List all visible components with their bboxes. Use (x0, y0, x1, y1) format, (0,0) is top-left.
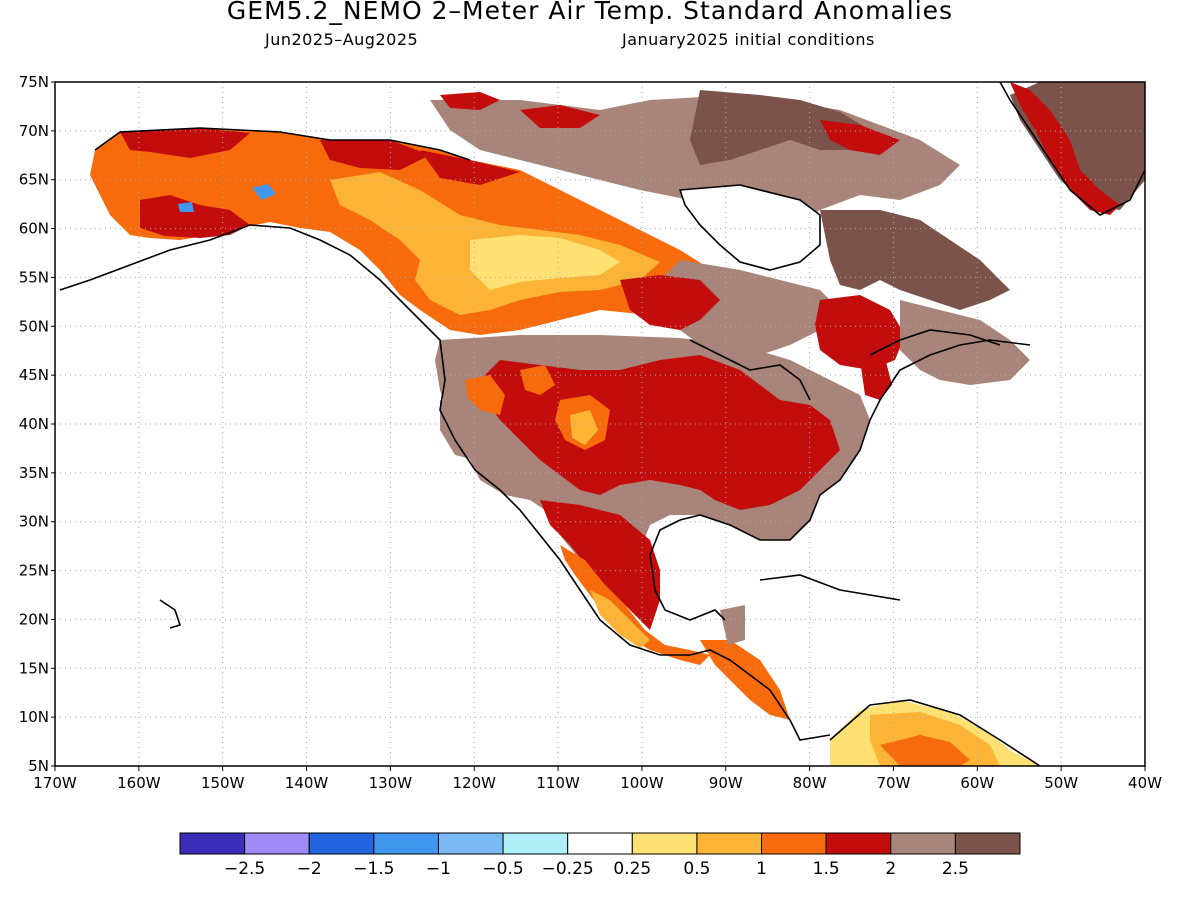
lat-label-60N: 60N (19, 220, 49, 238)
anomaly-region-east-canada-brown (900, 300, 1030, 385)
lat-label-50N: 50N (19, 317, 49, 335)
legend-swatch (567, 832, 633, 855)
lon-label-140W: 140W (285, 774, 329, 792)
legend-label: −1.5 (353, 859, 394, 879)
anomaly-region-usa-red (480, 355, 892, 510)
legend-swatch (373, 832, 439, 855)
legend-swatch (954, 832, 1021, 855)
legend-swatch (437, 832, 504, 855)
legend-swatch (308, 832, 375, 855)
lat-label-40N: 40N (19, 415, 49, 433)
lat-label-15N: 15N (19, 659, 49, 677)
legend-label: 2.5 (942, 859, 969, 879)
legend-label: −1 (426, 859, 451, 879)
legend-swatch (696, 832, 763, 855)
legend-swatch (761, 832, 827, 855)
lat-label-20N: 20N (19, 610, 49, 628)
lon-label-170W: 170W (33, 774, 77, 792)
anomaly-region-hudson-red (620, 275, 905, 370)
anomaly-region-canada-lightyellow (470, 235, 620, 290)
lat-label-70N: 70N (19, 122, 49, 140)
anomaly-region-alaska-blue (178, 184, 276, 212)
lat-label-55N: 55N (19, 268, 49, 286)
legend-label: −2.5 (224, 859, 265, 879)
lon-label-40W: 40W (1128, 774, 1162, 792)
longitude-axis: 170W 160W 150W 140W 130W 120W 110W 100W 90W 80W 70… (33, 766, 1162, 792)
legend-swatch (890, 832, 956, 855)
lon-label-110W: 110W (536, 774, 580, 792)
lat-label-35N: 35N (19, 464, 49, 482)
legend-label: −2 (297, 859, 322, 879)
legend-label: 1 (756, 859, 767, 879)
legend-label: 2 (885, 859, 896, 879)
forecast-period: Jun2025–Aug2025 (265, 30, 419, 49)
map-title: GEM5.2_NEMO 2–Meter Air Temp. Standard A… (226, 0, 954, 25)
lat-label-75N: 75N (19, 73, 49, 91)
anomaly-region-south-america-darkorange (880, 735, 970, 766)
lon-label-130W: 130W (369, 774, 413, 792)
color-legend: −2.5 −2 −1.5 −1 −0.5 −0.25 0.25 0.5 1 1.5 2 2.5 (179, 832, 1021, 879)
lat-label-25N: 25N (19, 562, 49, 580)
lon-label-90W: 90W (709, 774, 743, 792)
lon-label-80W: 80W (793, 774, 827, 792)
lat-label-10N: 10N (19, 708, 49, 726)
legend-label: −0.5 (482, 859, 523, 879)
latitude-axis: 75N 70N 65N 60N 55N 50N 45N 40N 35N 30N 25N 20N 15N 1… (19, 73, 55, 775)
lon-label-60W: 60W (960, 774, 994, 792)
coastlines (59, 82, 1145, 766)
legend-label: 0.5 (683, 859, 710, 879)
anomaly-fields (90, 82, 1145, 766)
legend-swatch (631, 832, 698, 855)
lat-label-45N: 45N (19, 366, 49, 384)
lat-label-65N: 65N (19, 171, 49, 189)
legend-label: 1.5 (813, 859, 840, 879)
legend-label: −0.25 (542, 859, 594, 879)
anomaly-region-central-america (700, 640, 790, 720)
gridlines (55, 82, 1145, 766)
anomaly-region-alaska-red (120, 128, 520, 238)
anomaly-region-mexico-red (540, 500, 660, 630)
anomaly-region-arctic-darkbrown (690, 82, 1145, 310)
lon-label-70W: 70W (877, 774, 911, 792)
legend-swatch (502, 832, 569, 855)
anomaly-region-central-america-brown (720, 605, 745, 645)
legend-label: 0.25 (613, 859, 651, 879)
lon-label-120W: 120W (452, 774, 496, 792)
legend-swatch (825, 832, 892, 855)
lat-label-5N: 5N (28, 757, 49, 775)
lat-label-30N: 30N (19, 513, 49, 531)
legend-swatch (244, 832, 310, 855)
lon-label-150W: 150W (201, 774, 245, 792)
anomaly-region-usa-yellow (570, 410, 598, 445)
legend-swatch (179, 832, 246, 855)
lon-label-160W: 160W (117, 774, 161, 792)
hudson-bay-area (680, 185, 820, 270)
lon-label-50W: 50W (1044, 774, 1078, 792)
lon-label-100W: 100W (620, 774, 664, 792)
initial-conditions: January2025 initial conditions (622, 30, 875, 49)
